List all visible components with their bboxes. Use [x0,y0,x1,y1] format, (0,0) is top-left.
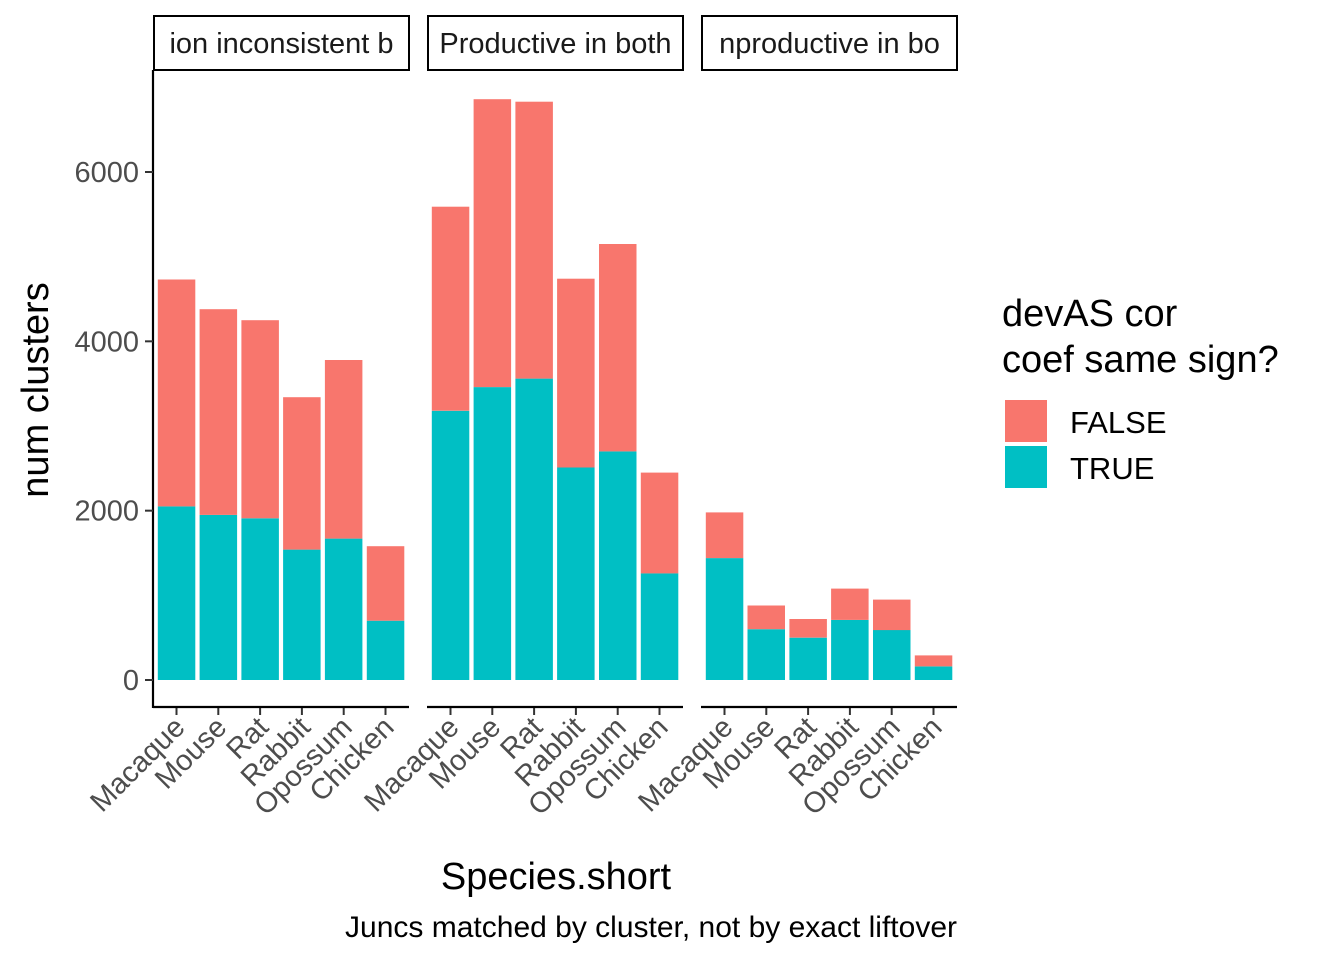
bar-false-1-rabbit [557,278,595,468]
bar-true-2-mouse [747,629,785,680]
bar-true-0-rat [241,518,279,680]
bar-true-2-rat [789,637,827,680]
legend-label-true: TRUE [1070,451,1154,486]
legend-key-false [1005,400,1047,442]
bar-false-0-chicken [366,546,405,621]
y-axis-title: num clusters [15,282,57,497]
y-tick-label: 0 [123,665,139,697]
legend-label-false: FALSE [1070,405,1167,440]
facet-label-2: nproductive in bo [719,28,940,60]
bar-false-1-mouse [473,99,512,388]
bar-true-0-mouse [199,514,238,680]
bar-false-0-macaque [157,279,196,507]
bar-true-0-rabbit [283,549,321,680]
bar-false-2-macaque [705,512,744,559]
bars-layer [157,99,953,680]
y-tick-label: 6000 [74,157,139,189]
facet-label-1: Productive in both [439,28,671,60]
bar-true-2-macaque [705,558,744,680]
bar-true-0-chicken [366,620,405,680]
facet-strip-0: ion inconsistent b [153,15,410,71]
x-axis-title: Species.short [441,856,672,898]
bar-true-2-rabbit [831,619,869,680]
legend-title-line1: devAS cor [1002,293,1178,335]
y-tick-label: 4000 [74,326,139,358]
legend: devAS cor coef same sign? FALSE TRUE [1002,293,1279,488]
y-tick-label: 2000 [74,496,139,528]
bar-false-1-rat [515,101,553,379]
bar-true-1-chicken [640,573,679,680]
bar-false-0-mouse [199,309,238,515]
bar-true-1-rabbit [557,467,595,680]
legend-title-line2: coef same sign? [1002,339,1279,381]
bar-true-2-chicken [914,666,953,680]
bar-false-1-chicken [640,472,679,574]
bar-false-0-rat [241,320,279,519]
chart-caption: Juncs matched by cluster, not by exact l… [345,911,957,944]
bar-false-2-mouse [747,605,785,630]
bar-false-1-macaque [431,206,470,411]
bar-false-0-rabbit [283,397,321,550]
bar-false-2-rabbit [831,588,869,620]
bar-false-2-opossum [873,599,911,631]
bar-true-0-opossum [324,538,363,680]
bar-true-0-macaque [157,506,196,680]
bar-false-0-opossum [324,360,363,539]
bar-false-1-opossum [599,244,637,452]
bar-true-1-mouse [473,387,512,680]
bar-true-1-rat [515,378,553,680]
facet-strip-1: Productive in both [427,15,684,71]
legend-key-true [1005,446,1047,488]
bar-false-2-chicken [914,655,953,667]
facet-strip-2: nproductive in bo [701,15,958,71]
facet-label-0: ion inconsistent b [169,28,393,60]
bar-true-1-macaque [431,410,470,680]
bar-false-2-rat [789,619,827,638]
bar-true-2-opossum [873,630,911,680]
bar-true-1-opossum [599,451,637,680]
